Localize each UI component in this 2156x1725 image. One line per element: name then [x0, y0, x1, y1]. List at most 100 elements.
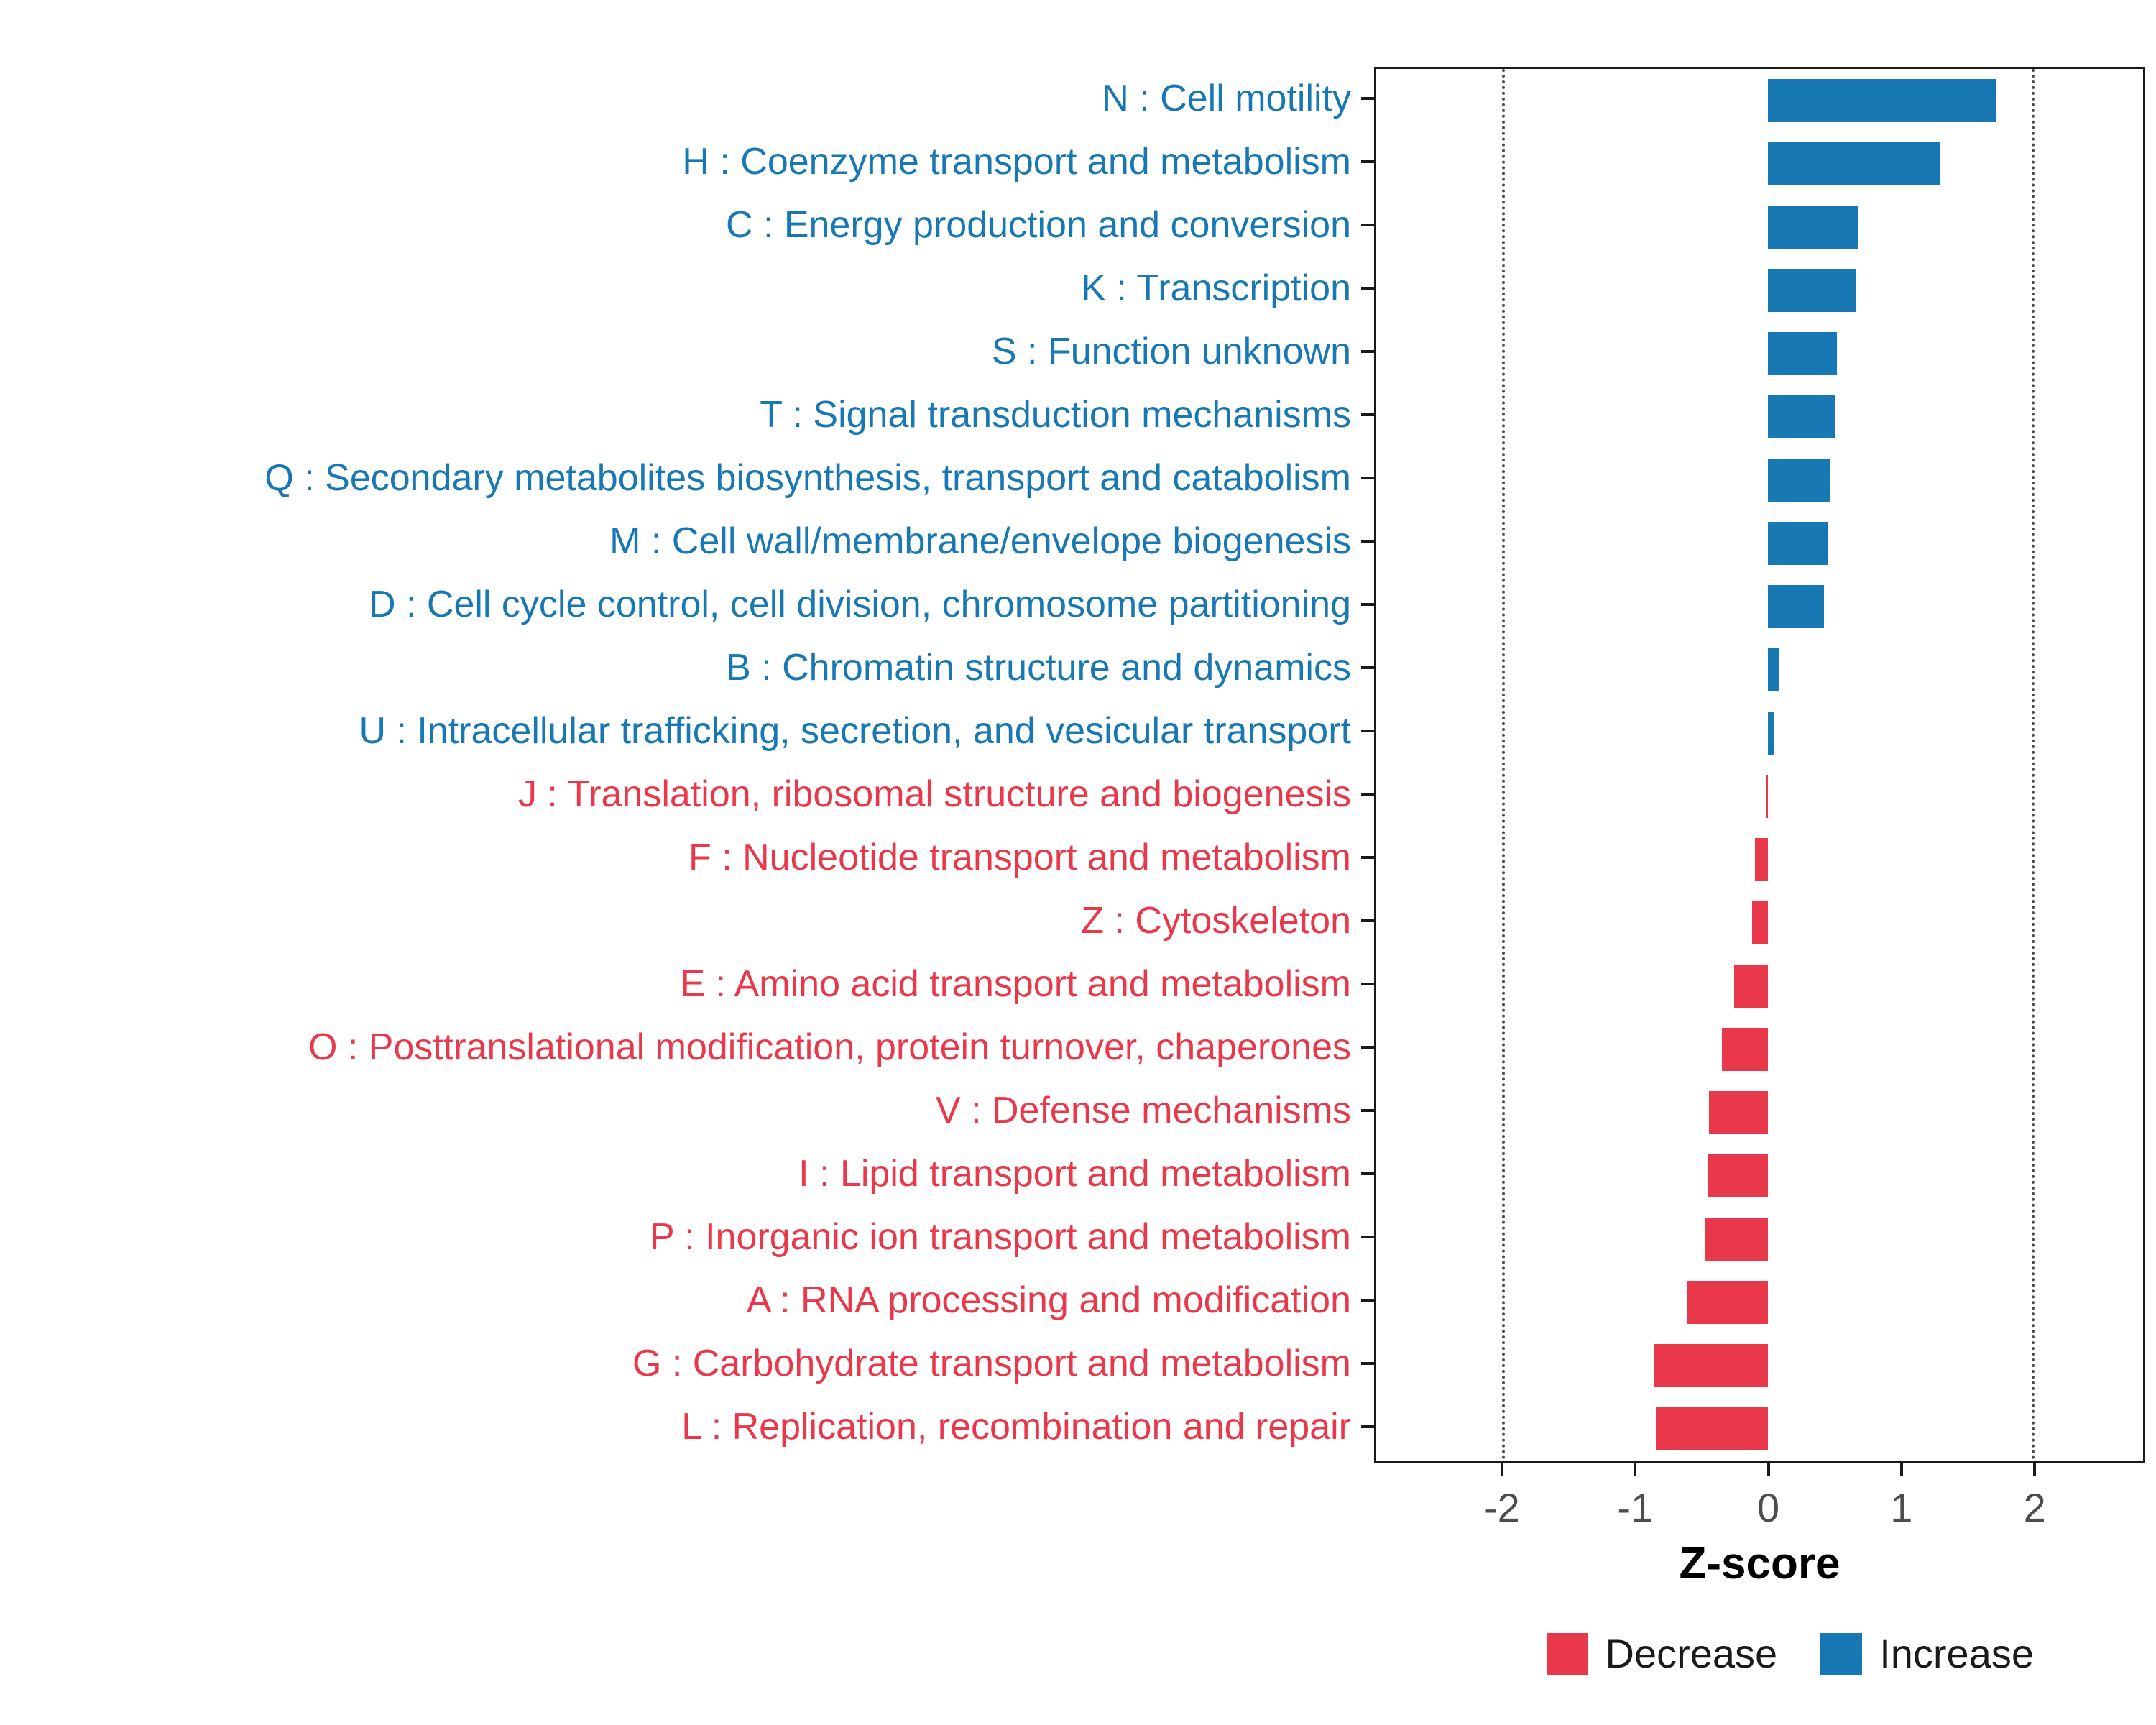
- value-bar: [1755, 838, 1769, 881]
- value-bar: [1768, 459, 1831, 502]
- value-bar: [1768, 648, 1779, 691]
- legend-swatch-decrease: [1546, 1632, 1588, 1675]
- y-tick-mark: [1361, 287, 1374, 290]
- bar-row: [1376, 448, 2143, 512]
- legend-swatch-increase: [1820, 1632, 1863, 1675]
- value-bar: [1768, 269, 1856, 312]
- y-tick-mark: [1361, 1425, 1374, 1428]
- x-tick-label: 0: [1756, 1485, 1780, 1530]
- legend: Decrease Increase: [1546, 1630, 2034, 1677]
- value-bar: [1733, 965, 1769, 1008]
- category-label: B : Chromatin structure and dynamics: [726, 647, 1351, 689]
- category-label: K : Transcription: [1081, 267, 1351, 309]
- x-axis-title: Z-score: [1679, 1539, 1841, 1588]
- y-tick-mark: [1361, 730, 1374, 732]
- category-label-row: C : Energy production and conversion: [0, 193, 1374, 257]
- value-bar: [1768, 79, 1996, 122]
- category-label-row: K : Transcription: [0, 257, 1374, 320]
- y-tick-mark: [1361, 666, 1374, 669]
- category-label: P : Inorganic ion transport and metaboli…: [649, 1216, 1351, 1258]
- bar-row: [1376, 891, 2143, 954]
- bar-row: [1376, 196, 2143, 259]
- category-label-row: Q : Secondary metabolites biosynthesis, …: [0, 446, 1374, 510]
- bar-row: [1376, 1081, 2143, 1144]
- y-tick-mark: [1361, 1299, 1374, 1302]
- value-bar: [1705, 1218, 1769, 1261]
- y-tick-mark: [1361, 1172, 1374, 1175]
- category-label: D : Cell cycle control, cell division, c…: [369, 584, 1351, 625]
- bar-row: [1376, 132, 2143, 196]
- category-label-row: S : Function unknown: [0, 320, 1374, 383]
- category-label: L : Replication, recombination and repai…: [681, 1406, 1351, 1448]
- legend-label: Decrease: [1605, 1631, 1778, 1676]
- value-bar: [1707, 1154, 1769, 1197]
- y-tick-mark: [1361, 856, 1374, 859]
- x-tick-mark: [1766, 1463, 1770, 1476]
- category-label: S : Function unknown: [991, 331, 1351, 372]
- category-label-row: B : Chromatin structure and dynamics: [0, 636, 1374, 699]
- x-tick-mark: [2033, 1463, 2037, 1476]
- x-tick-label: -1: [1617, 1485, 1654, 1530]
- category-label-row: P : Inorganic ion transport and metaboli…: [0, 1205, 1374, 1269]
- category-label-row: A : RNA processing and modification: [0, 1269, 1374, 1332]
- bar-row: [1376, 259, 2143, 322]
- x-tick-label: 1: [1890, 1485, 1913, 1530]
- x-tick-label: -2: [1484, 1485, 1520, 1530]
- y-tick-mark: [1361, 1362, 1374, 1365]
- bar-row: [1376, 322, 2143, 385]
- value-bar: [1655, 1407, 1769, 1450]
- bar-row: [1376, 1144, 2143, 1208]
- category-label: I : Lipid transport and metabolism: [798, 1153, 1351, 1195]
- value-bar: [1768, 585, 1824, 628]
- y-tick-mark: [1361, 1109, 1374, 1112]
- y-tick-mark: [1361, 919, 1374, 922]
- category-label: Q : Secondary metabolites biosynthesis, …: [264, 457, 1351, 499]
- value-bar: [1768, 522, 1828, 565]
- y-tick-mark: [1361, 350, 1374, 353]
- category-label-row: J : Translation, ribosomal structure and…: [0, 763, 1374, 826]
- legend-label: Increase: [1879, 1631, 2034, 1676]
- value-bar: [1721, 1028, 1769, 1071]
- bar-row: [1376, 828, 2143, 891]
- bar-row: [1376, 765, 2143, 828]
- category-label-row: L : Replication, recombination and repai…: [0, 1395, 1374, 1458]
- value-bar: [1687, 1281, 1769, 1324]
- value-bar: [1654, 1344, 1769, 1387]
- value-bar: [1768, 142, 1941, 185]
- bar-row: [1376, 1018, 2143, 1081]
- value-bar: [1768, 332, 1838, 375]
- bar-row: [1376, 512, 2143, 575]
- x-tick-label: 2: [2023, 1485, 2046, 1530]
- category-label: M : Cell wall/membrane/envelope biogenes…: [609, 520, 1351, 562]
- category-label-row: T : Signal transduction mechanisms: [0, 383, 1374, 446]
- bar-row: [1376, 638, 2143, 702]
- category-label: Z : Cytoskeleton: [1081, 900, 1351, 942]
- y-tick-mark: [1361, 540, 1374, 543]
- category-label: F : Nucleotide transport and metabolism: [688, 837, 1351, 878]
- category-label: T : Signal transduction mechanisms: [760, 394, 1351, 436]
- x-tick-mark: [1899, 1463, 1903, 1476]
- category-label-row: F : Nucleotide transport and metabolism: [0, 826, 1374, 889]
- x-tick-mark: [1634, 1463, 1637, 1476]
- legend-item-decrease: Decrease: [1546, 1630, 1778, 1677]
- bar-row: [1376, 1334, 2143, 1397]
- y-axis-labels: N : Cell motility H : Coenzyme transport …: [0, 67, 1374, 1458]
- category-label: A : RNA processing and modification: [746, 1279, 1351, 1321]
- category-label: C : Energy production and conversion: [725, 204, 1351, 246]
- category-label: J : Translation, ribosomal structure and…: [517, 773, 1351, 815]
- x-tick-mark: [1500, 1463, 1503, 1476]
- bar-row: [1376, 954, 2143, 1018]
- reference-gridline: [2032, 69, 2035, 1460]
- category-label-row: N : Cell motility: [0, 67, 1374, 130]
- y-tick-mark: [1361, 983, 1374, 985]
- bar-row: [1376, 69, 2143, 132]
- bar-row: [1376, 1208, 2143, 1271]
- category-label: O : Posttranslational modification, prot…: [308, 1026, 1351, 1068]
- y-tick-mark: [1361, 603, 1374, 606]
- value-bar: [1768, 395, 1835, 438]
- category-label-row: E : Amino acid transport and metabolism: [0, 952, 1374, 1016]
- bar-row: [1376, 1271, 2143, 1334]
- y-tick-mark: [1361, 477, 1374, 479]
- plot-panel: [1374, 67, 2145, 1463]
- bar-row: [1376, 385, 2143, 448]
